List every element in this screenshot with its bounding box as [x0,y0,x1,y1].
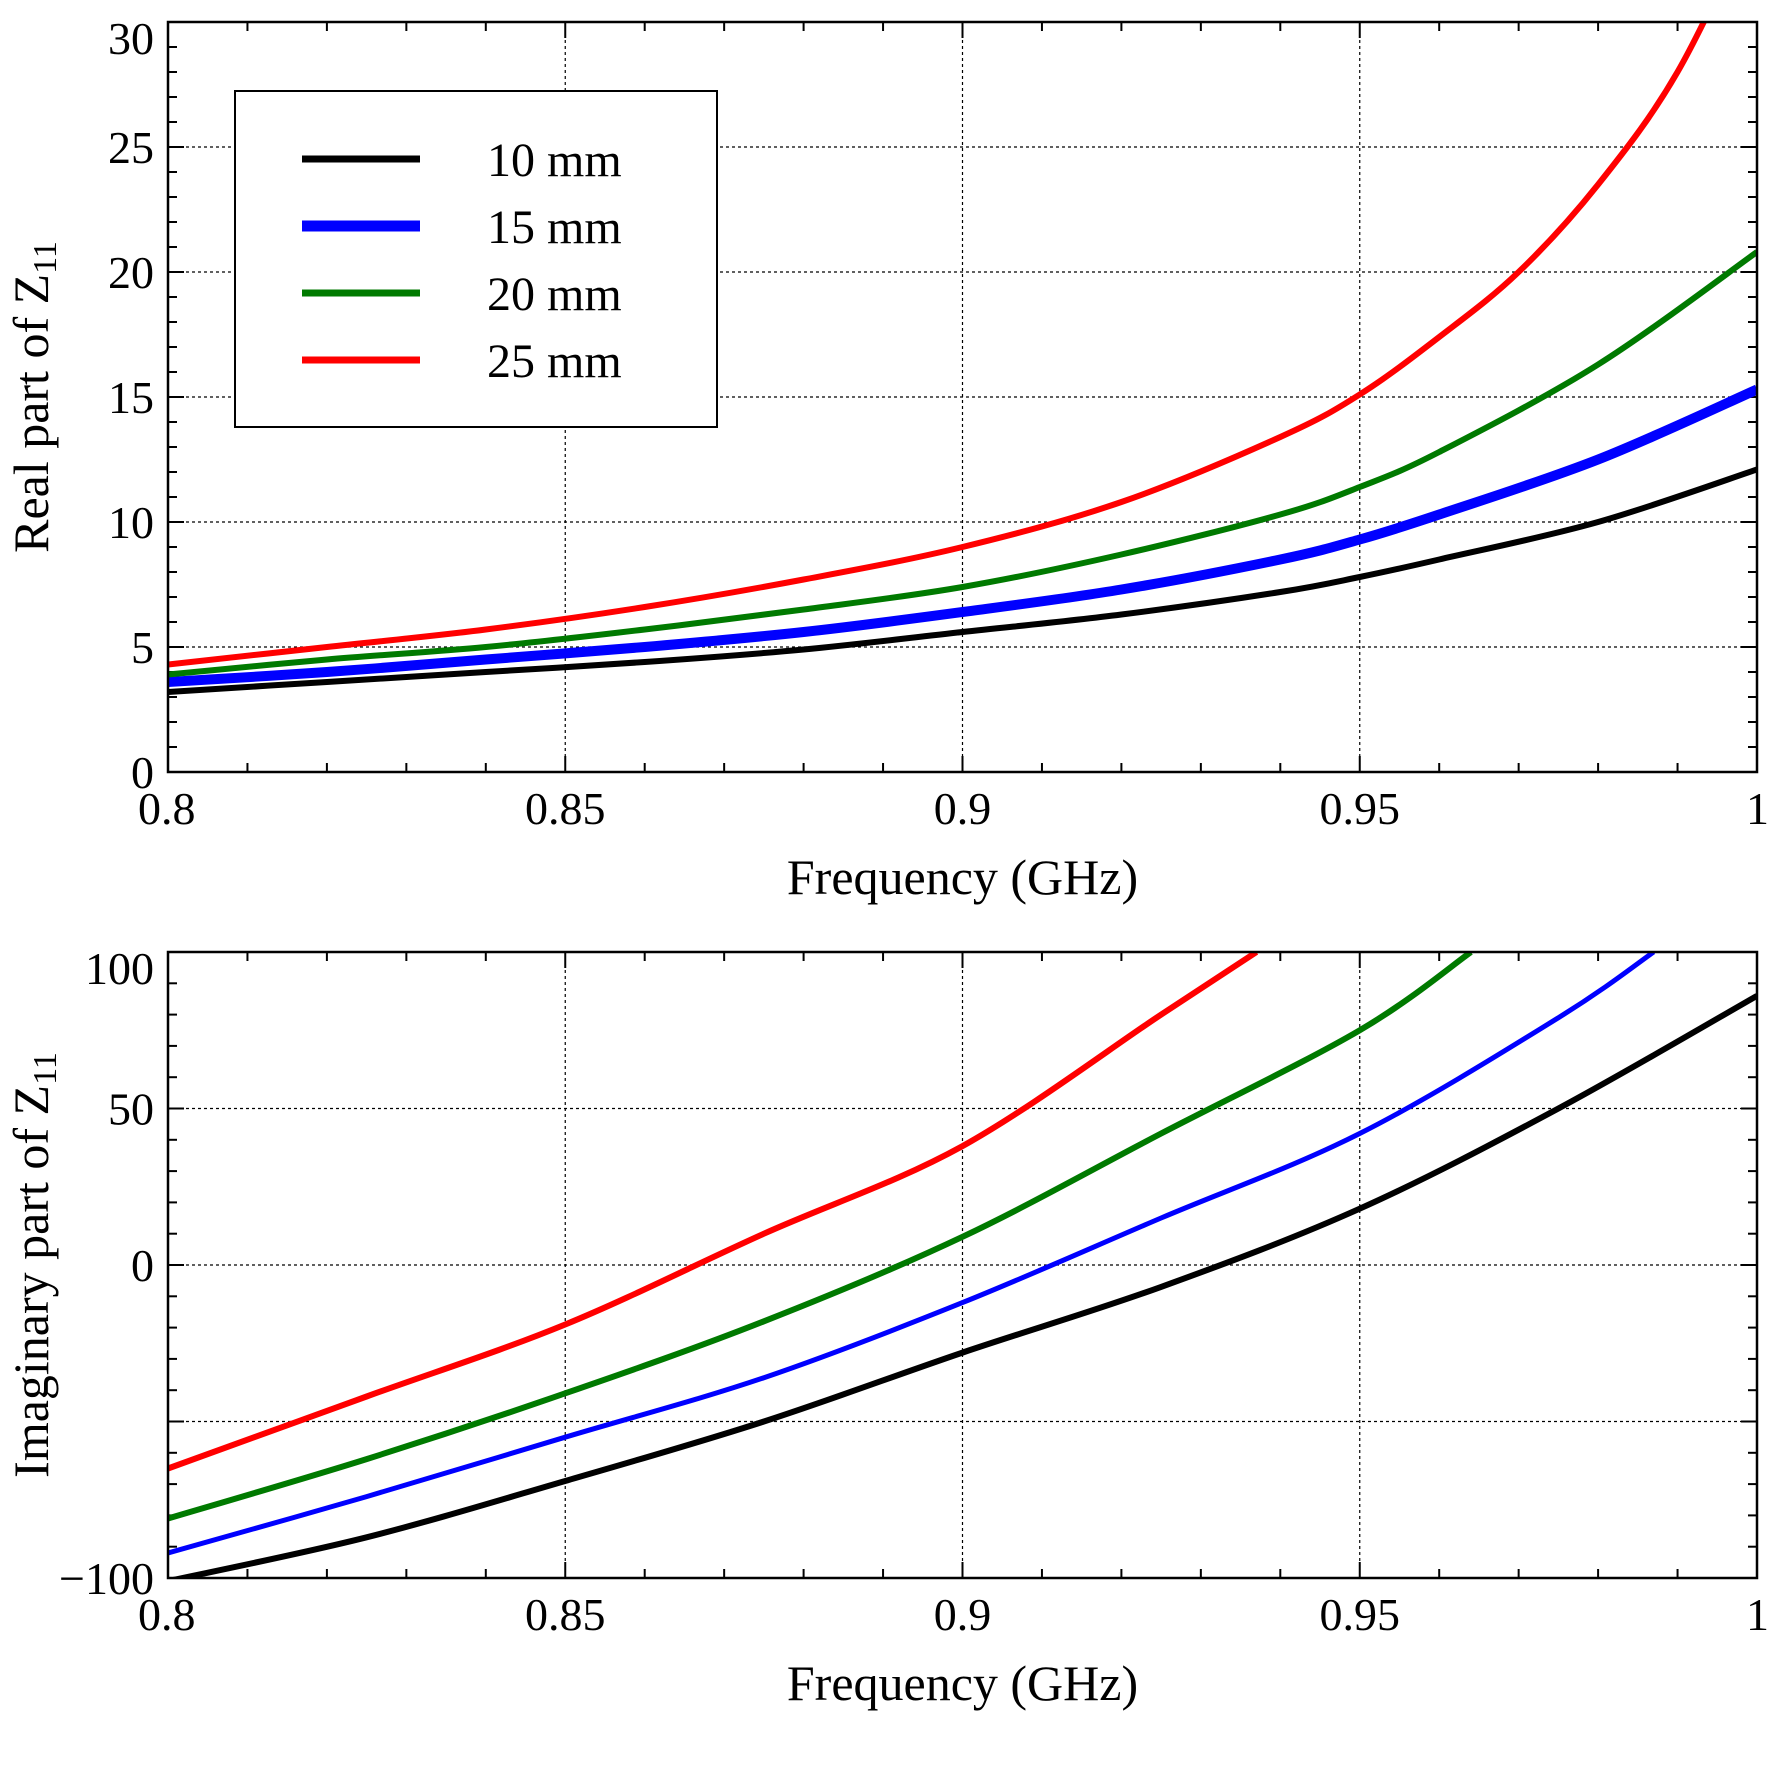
x-tick-label: 0.8 [138,1589,196,1640]
x-tick-label: 1 [1746,1589,1769,1640]
x-tick-label: 0.85 [525,783,606,834]
y-axis-title-subscript: 11 [27,241,64,274]
y-tick-label: 0 [131,747,154,798]
series-line [168,249,1757,678]
y-tick-label: −100 [59,1553,154,1604]
y-tick-label: 0 [131,1240,154,1291]
y-axis-title-main: Imaginary part of Z [3,1085,59,1478]
series-lines [168,952,1757,1578]
y-tick-label: 5 [131,622,154,673]
plot-frame [166,20,1759,774]
y-tick-label: 30 [108,13,154,64]
legend-label: 15 mm [487,201,622,254]
x-axis-title: Frequency (GHz) [787,1655,1138,1711]
series-line [168,952,1473,1522]
y-axis-title: Real part of Z11 [3,241,64,553]
y-axis-title-main: Real part of Z [3,274,59,553]
series-line [168,952,1656,1556]
legend-label: 20 mm [487,268,622,321]
series-line [168,22,1708,668]
series-line [168,952,1259,1472]
x-axis-title: Frequency (GHz) [787,849,1138,905]
series-line [168,384,1757,687]
y-axis-title-subscript: 11 [27,1052,64,1085]
x-tick-labels: 0.8 0.85 0.9 0.95 1 [138,1589,1769,1640]
series-line [168,993,1757,1578]
x-tick-label: 0.8 [138,783,196,834]
series-lines [168,22,1757,695]
x-tick-label: 1 [1746,783,1769,834]
y-tick-labels: −100 0 50 100 [59,943,154,1604]
y-tick-label: 25 [108,122,154,173]
y-tick-label: 50 [108,1084,154,1135]
legend: 10 mm 15 mm 20 mm 25 mm [234,90,718,428]
y-tick-label: 15 [108,372,154,423]
y-tick-label: 10 [108,497,154,548]
minor-ticks [167,951,1758,1579]
legend-label: 25 mm [487,335,622,388]
x-tick-label: 0.9 [934,1589,992,1640]
minor-ticks [167,21,1758,773]
legend-box [234,90,718,428]
x-tick-label: 0.95 [1320,783,1401,834]
y-tick-labels: 0 5 10 15 20 25 30 [108,13,154,798]
grid [168,952,1757,1578]
x-tick-labels: 0.8 0.85 0.9 0.95 1 [138,783,1769,834]
y-tick-label: 100 [85,943,154,994]
imaginary-part-chart: 0.8 0.85 0.9 0.95 1 −100 0 50 100 Frequency (GH… [3,943,1769,1711]
y-tick-label: 20 [108,247,154,298]
x-tick-label: 0.85 [525,1589,606,1640]
plot-frame [166,950,1759,1580]
real-part-chart: 0.8 0.85 0.9 0.95 1 0 5 10 15 20 25 30 Frequency (… [3,13,1769,905]
series-line [168,466,1757,695]
y-axis-title: Imaginary part of Z11 [3,1052,64,1478]
x-tick-label: 0.9 [934,783,992,834]
x-tick-label: 0.95 [1320,1589,1401,1640]
legend-label: 10 mm [487,134,622,187]
